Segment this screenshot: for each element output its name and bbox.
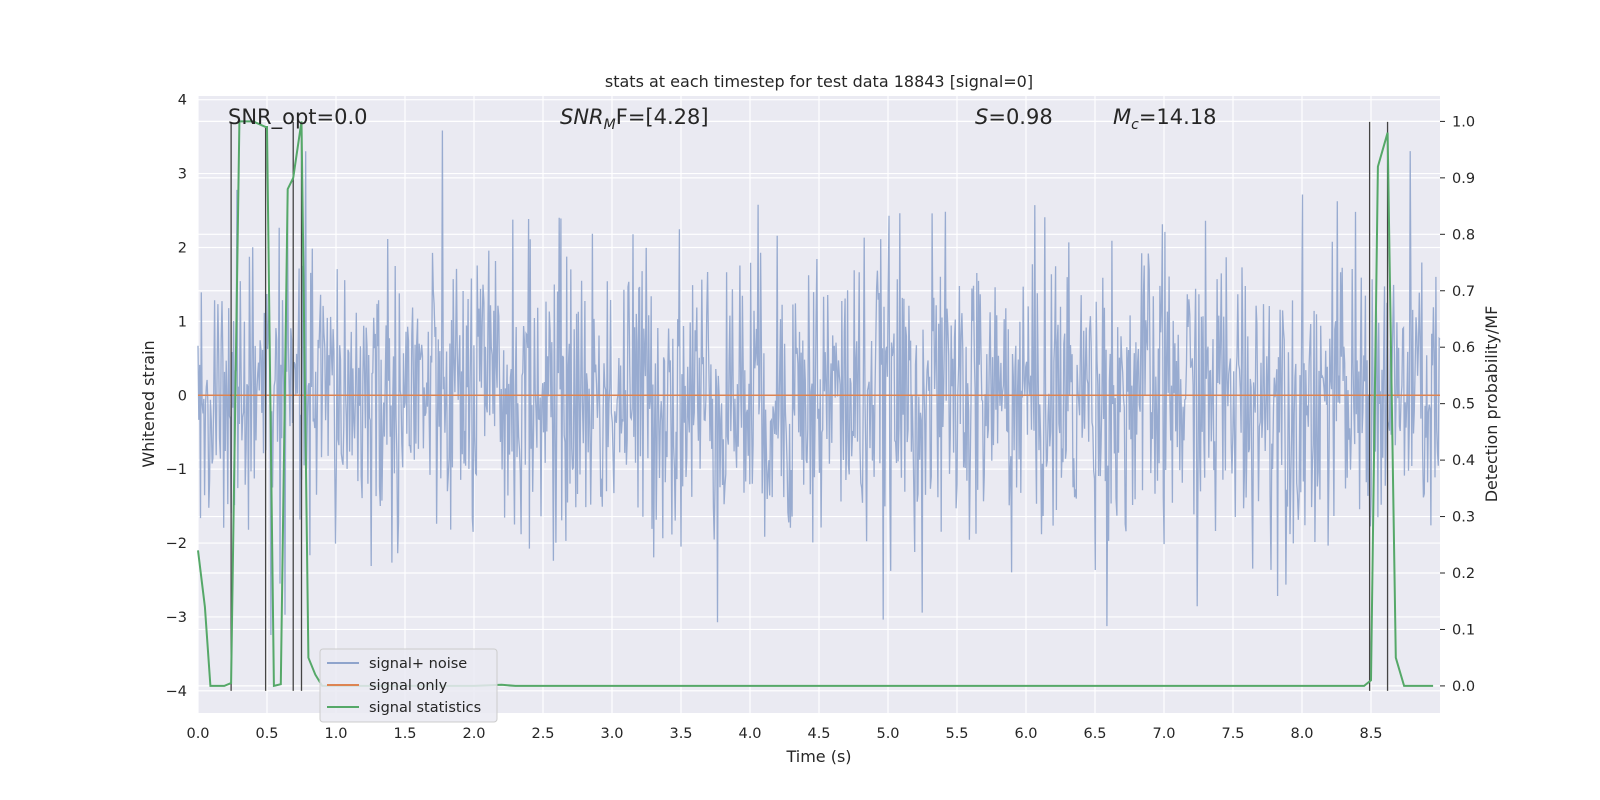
- x-tick-label: 8.0: [1290, 726, 1313, 742]
- x-tick-label: 1.0: [324, 726, 347, 742]
- y-tick-label: 3: [178, 167, 187, 183]
- y2-tick-label: 0.2: [1452, 566, 1475, 582]
- y2-tick-label: 0.3: [1452, 510, 1475, 526]
- vertical-markers: [230, 121, 1389, 691]
- y-tick-label: 1: [178, 314, 187, 330]
- y-tick-label: −2: [166, 536, 187, 552]
- x-tick-label: 2.0: [462, 726, 485, 742]
- annotation-s-rest: =0.98: [988, 105, 1052, 129]
- x-tick-label: 6.0: [1014, 726, 1037, 742]
- annotation-snr-mf: SNRMF=[4.28]: [560, 105, 709, 133]
- y-tick-label: −4: [166, 684, 187, 700]
- y2-tick-label: 0.4: [1452, 453, 1475, 469]
- signal-noise-series: [197, 130, 1441, 636]
- x-tick-label: 4.0: [738, 726, 761, 742]
- y-tick-label: 0: [178, 388, 187, 404]
- annotation-mc-base: M: [1113, 105, 1131, 129]
- x-tick-label: 0.0: [186, 726, 209, 742]
- x-tick-label: 7.5: [1221, 726, 1244, 742]
- y-tick-label: 2: [178, 240, 187, 256]
- x-axis-label: Time (s): [785, 747, 851, 766]
- y-tick-label: −3: [166, 610, 187, 626]
- x-tick-label: 0.5: [255, 726, 278, 742]
- x-tick-label: 1.5: [393, 726, 416, 742]
- grid: [197, 96, 1440, 713]
- legend-label-signal-only: signal only: [369, 678, 448, 694]
- ticks: 0.0 0.5 1.0 1.5 2.0 2.5 3.0 3.5 4.0 4.5 5.0 5.5 6.0 6…: [166, 93, 1475, 742]
- y-axis-label: Whitened strain: [139, 340, 158, 467]
- legend-label-signal-noise: signal+ noise: [369, 656, 467, 672]
- annotation-snr-mf-rest: F=[4.28]: [616, 105, 709, 129]
- annotation-snr-mf-base: SNR: [560, 105, 604, 129]
- annotation-mc-rest: =14.18: [1139, 105, 1217, 129]
- x-tick-label: 3.0: [600, 726, 623, 742]
- legend-label-signal-statistics: signal statistics: [369, 700, 481, 716]
- y2-tick-label: 0.8: [1452, 227, 1475, 243]
- x-tick-label: 4.5: [807, 726, 830, 742]
- x-tick-label: 8.5: [1359, 726, 1382, 742]
- annotation-mc-sub: c: [1131, 117, 1139, 133]
- x-tick-label: 3.5: [669, 726, 692, 742]
- annotation-s: S=0.98: [975, 105, 1053, 129]
- signal-statistics-series: [197, 120, 1434, 688]
- annotation-snr-mf-sub: M: [604, 117, 616, 133]
- x-tick-label: 5.5: [945, 726, 968, 742]
- x-tick-label: 6.5: [1083, 726, 1106, 742]
- y2-tick-label: 0.7: [1452, 284, 1475, 300]
- legend: signal+ noise signal only signal statist…: [319, 648, 498, 723]
- chart-title: stats at each timestep for test data 188…: [605, 72, 1033, 91]
- y2-tick-label: 1.0: [1452, 114, 1475, 130]
- y2-tick-label: 0.1: [1452, 622, 1475, 638]
- signal-statistics-line: [197, 120, 1434, 688]
- y2-tick-label: 0.6: [1452, 340, 1475, 356]
- annotation-mc: Mc=14.18: [1113, 105, 1217, 133]
- x-tick-label: 7.0: [1152, 726, 1175, 742]
- annotation-s-var: S: [975, 105, 988, 129]
- y-tick-label: 4: [178, 93, 187, 109]
- annotation-snr-opt: SNR_opt=0.0: [228, 105, 368, 130]
- x-tick-label: 5.0: [876, 726, 899, 742]
- legend-box: [319, 648, 498, 723]
- signal-noise-line: [197, 130, 1441, 636]
- y2-tick-label: 0.0: [1452, 679, 1475, 695]
- y2-tick-label: 0.5: [1452, 397, 1475, 413]
- y-tick-label: −1: [166, 462, 187, 478]
- y2-tick-label: 0.9: [1452, 171, 1475, 187]
- x-tick-label: 2.5: [531, 726, 554, 742]
- y2-axis-label: Detection probability/MF: [1482, 306, 1501, 503]
